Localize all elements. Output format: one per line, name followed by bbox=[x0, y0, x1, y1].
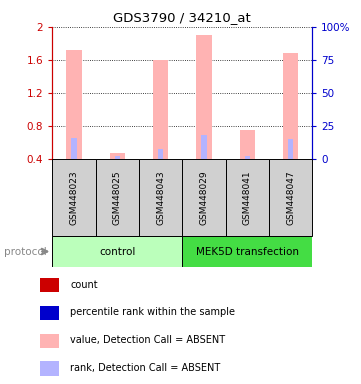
Text: GSM448043: GSM448043 bbox=[156, 170, 165, 225]
Bar bbox=[40, 361, 59, 376]
Text: value, Detection Call = ABSENT: value, Detection Call = ABSENT bbox=[70, 335, 226, 345]
Bar bbox=[40, 278, 59, 293]
Text: protocol: protocol bbox=[4, 247, 46, 257]
Bar bbox=[71, 138, 77, 159]
Text: GSM448025: GSM448025 bbox=[113, 170, 122, 225]
Text: GSM448047: GSM448047 bbox=[286, 170, 295, 225]
Text: GSM448029: GSM448029 bbox=[200, 170, 208, 225]
Text: control: control bbox=[99, 247, 135, 257]
Bar bbox=[240, 129, 255, 159]
Bar bbox=[96, 159, 139, 236]
Bar bbox=[139, 159, 182, 236]
Text: GSM448023: GSM448023 bbox=[70, 170, 78, 225]
Text: rank, Detection Call = ABSENT: rank, Detection Call = ABSENT bbox=[70, 363, 221, 373]
Bar bbox=[283, 53, 298, 159]
Bar bbox=[196, 35, 212, 159]
Bar bbox=[52, 236, 182, 267]
Bar bbox=[288, 139, 293, 159]
Bar bbox=[52, 159, 96, 236]
Bar bbox=[201, 134, 206, 159]
Bar bbox=[40, 306, 59, 320]
Bar bbox=[153, 60, 168, 159]
Bar bbox=[269, 159, 312, 236]
Bar bbox=[115, 156, 120, 159]
Bar bbox=[158, 149, 163, 159]
Title: GDS3790 / 34210_at: GDS3790 / 34210_at bbox=[113, 11, 251, 24]
Bar bbox=[182, 236, 312, 267]
Bar bbox=[110, 153, 125, 159]
Bar bbox=[66, 50, 82, 159]
Text: GSM448041: GSM448041 bbox=[243, 170, 252, 225]
Bar bbox=[226, 159, 269, 236]
Bar bbox=[245, 156, 250, 159]
Bar bbox=[182, 159, 226, 236]
Text: MEK5D transfection: MEK5D transfection bbox=[196, 247, 299, 257]
Text: count: count bbox=[70, 280, 98, 290]
Text: percentile rank within the sample: percentile rank within the sample bbox=[70, 308, 235, 318]
Bar bbox=[40, 334, 59, 348]
